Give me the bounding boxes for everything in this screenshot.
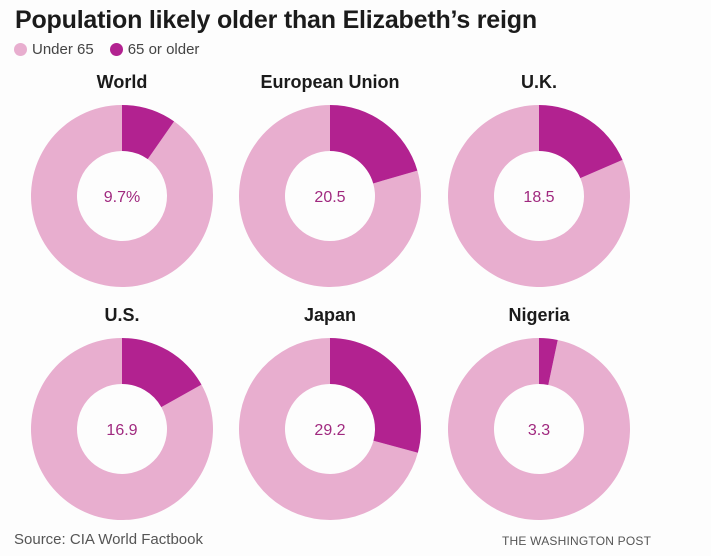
slice-65-or-older-u-k — [539, 105, 623, 179]
panel-title-japan: Japan — [304, 305, 356, 325]
panel-title-world: World — [97, 72, 148, 92]
panel-title-nigeria: Nigeria — [508, 305, 570, 325]
legend-item-under-65: Under 65 — [14, 41, 94, 58]
slice-under-65-european-union — [239, 105, 421, 287]
center-value-japan: 29.2 — [314, 422, 345, 439]
slice-65-or-older-u-s — [122, 338, 202, 408]
center-value-u-s: 16.9 — [106, 422, 137, 439]
slice-under-65-u-k — [447, 105, 630, 287]
source-note: Source: CIA World Factbook — [14, 531, 203, 548]
slice-under-65-world — [30, 105, 213, 288]
center-value-world: 9.7% — [104, 189, 140, 206]
legend: Under 65 65 or older — [14, 41, 215, 58]
donut-panel-european-union: European Union 20.5 — [239, 72, 421, 287]
donut-panel-world: World 9.7% — [30, 72, 213, 288]
slice-65-or-older-world — [122, 105, 175, 160]
slice-under-65-japan — [239, 338, 418, 520]
slice-65-or-older-japan — [330, 338, 421, 453]
legend-label-under-65: Under 65 — [32, 41, 94, 58]
legend-swatch-under-65 — [14, 43, 27, 56]
slice-under-65-u-s — [31, 338, 214, 520]
center-value-european-union: 20.5 — [314, 189, 345, 206]
donut-panel-nigeria: Nigeria 3.3 — [448, 305, 631, 520]
panel-title-european-union: European Union — [261, 72, 400, 92]
publisher-credit: THE WASHINGTON POST — [502, 534, 652, 548]
donut-panel-japan: Japan 29.2 — [239, 305, 421, 520]
legend-swatch-65-or-older — [109, 43, 123, 56]
center-value-u-k: 18.5 — [523, 189, 554, 206]
chart-title: Population likely older than Elizabeth’s… — [15, 6, 537, 34]
donut-panel-u-s: U.S. 16.9 — [31, 305, 214, 520]
slice-under-65-nigeria — [448, 338, 631, 520]
donut-panel-u-k: U.K. 18.5 — [447, 72, 630, 287]
slice-65-or-older-nigeria — [539, 338, 558, 385]
center-value-nigeria: 3.3 — [528, 422, 550, 439]
legend-item-65-or-older: 65 or older — [109, 41, 200, 58]
legend-label-65-or-older: 65 or older — [127, 41, 200, 58]
slice-65-or-older-european-union — [330, 105, 418, 184]
panel-title-u-s: U.S. — [104, 305, 139, 325]
panel-title-u-k: U.K. — [521, 72, 557, 92]
